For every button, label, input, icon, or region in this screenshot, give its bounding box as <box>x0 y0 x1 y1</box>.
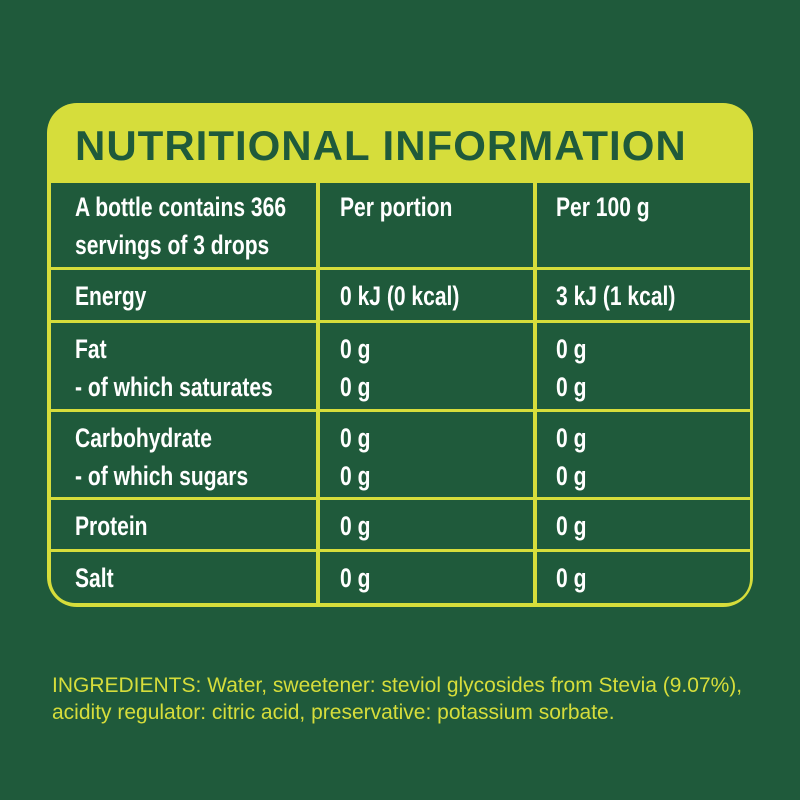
table-cell <box>51 412 316 497</box>
ingredients-text: INGREDIENTS: Water, sweetener: steviol g… <box>52 674 743 724</box>
table-cell <box>320 183 533 267</box>
header-label: servings of 3 drops <box>75 230 270 260</box>
table-title: NUTRITIONAL INFORMATION <box>75 122 687 169</box>
per-portion-value: 0 g <box>340 423 371 453</box>
table-cell <box>320 552 533 603</box>
per-100g-value: 0 g <box>556 461 587 491</box>
header-label: A bottle contains 366 <box>75 192 287 222</box>
column-header-per-100g: Per 100 g <box>556 192 650 222</box>
table-cell <box>537 500 750 549</box>
per-portion-value: 0 g <box>340 461 371 491</box>
nutrient-label: - of which saturates <box>75 372 273 402</box>
table-cell <box>537 323 750 409</box>
table-cell <box>51 323 316 409</box>
per-portion-value: 0 g <box>340 563 371 593</box>
per-100g-value: 3 kJ (1 kcal) <box>556 281 676 311</box>
per-100g-value: 0 g <box>556 372 587 402</box>
table-cell <box>537 412 750 497</box>
table-cell <box>320 412 533 497</box>
per-100g-value: 0 g <box>556 334 587 364</box>
table-cell <box>51 552 316 603</box>
per-portion-value: 0 g <box>340 372 371 402</box>
per-portion-value: 0 kJ (0 kcal) <box>340 281 460 311</box>
per-portion-value: 0 g <box>340 511 371 541</box>
per-portion-value: 0 g <box>340 334 371 364</box>
table-cell <box>537 270 750 320</box>
column-header-per-portion: Per portion <box>340 192 453 222</box>
per-100g-value: 0 g <box>556 511 587 541</box>
nutrient-label: Energy <box>75 281 147 311</box>
table-cell <box>537 552 750 603</box>
table-cell <box>537 183 750 267</box>
table-cell <box>51 270 316 320</box>
nutrient-label: - of which sugars <box>75 461 249 491</box>
table-cell <box>320 500 533 549</box>
table-cell <box>320 323 533 409</box>
nutrient-label: Fat <box>75 334 107 364</box>
nutrient-label: Salt <box>75 563 114 593</box>
nutrient-label: Carbohydrate <box>75 423 212 453</box>
per-100g-value: 0 g <box>556 423 587 453</box>
table-cell <box>51 183 316 267</box>
table-cell <box>320 270 533 320</box>
per-100g-value: 0 g <box>556 563 587 593</box>
nutrient-label: Protein <box>75 511 148 541</box>
table-cell <box>51 500 316 549</box>
